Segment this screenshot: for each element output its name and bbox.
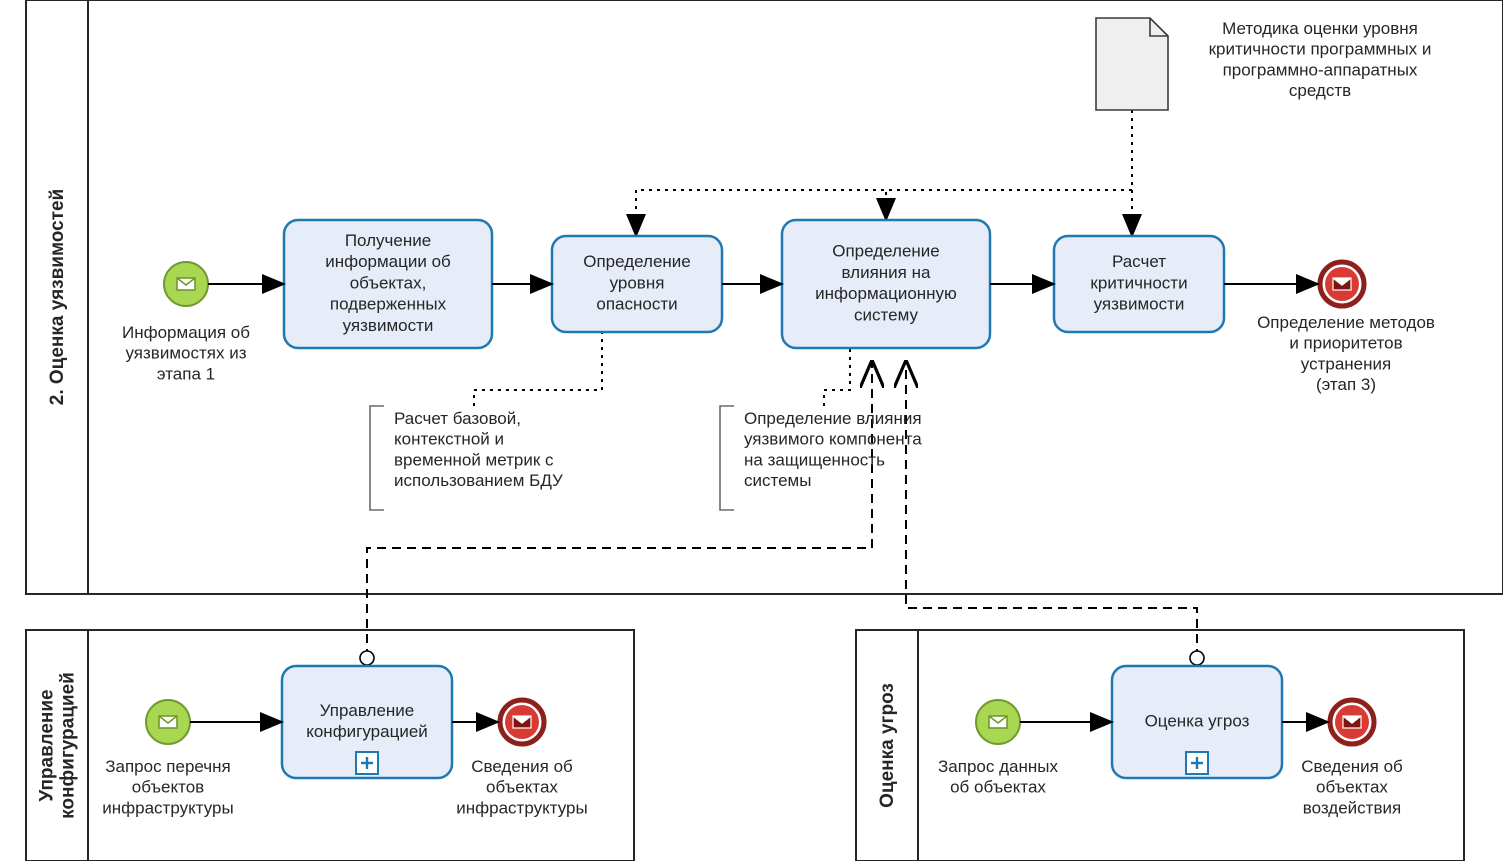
event-label: инфраструктуры [102,798,233,817]
bpmn-diagram: 2. Оценка уязвимостей Управление конфигура… [0,0,1503,861]
annotation-text: контекстной и [394,430,504,449]
task-label: Получение [345,231,431,250]
event-label: Запрос перечня [105,757,231,776]
task-t6: Оценка угроз [1112,666,1282,778]
task-label: объектах, [350,273,427,292]
annotation-text: уязвимого компонента [744,430,922,449]
task-t4: Расчет критичности уязвимости [1054,236,1224,332]
event-label: об объектах [950,778,1046,797]
event-label: устранения [1301,354,1391,373]
task-label: Управление [320,701,415,720]
event-label: Информация об [122,323,250,342]
task-label: уровня [610,273,665,292]
task-label: критичности [1090,273,1187,292]
annotation-text: временной метрик с [394,450,554,469]
task-label: опасности [596,295,677,314]
event-label: инфраструктуры [456,798,587,817]
annotation-text: Расчет базовой, [394,409,521,428]
event-label: этапа 1 [157,364,215,383]
lane-title: Управлениеконфигурацией [37,672,79,819]
task-t2: Определение уровня опасности [552,236,722,332]
task-label: Определение [583,252,691,271]
lane-title: 2. Оценка уязвимостей [47,189,68,405]
annotation-text: Определение влияния [744,409,922,428]
lane-title: Оценка угроз [877,683,898,808]
data-object-label: программно-аппаратных [1223,60,1418,79]
task-t1: Получение информации об объектах, подвержен… [284,220,492,348]
task-label: влияния на [842,263,931,282]
annotation-text: на защищенность [744,450,885,469]
task-t5: Управление конфигурацией [282,666,452,778]
task-label: Расчет [1112,252,1166,271]
task-t3: Определение влияния на информационную систе… [782,220,990,348]
task-label: Оценка угроз [1145,711,1250,730]
task-label: уязвимости [343,316,434,335]
task-label: информации об [325,252,451,271]
data-object-label: Методика оценки уровня [1222,19,1418,38]
event-label: Запрос данных [938,757,1058,776]
task-label: информационную [815,284,957,303]
annotation-text: системы [744,471,811,490]
task-label: систему [854,305,918,324]
event-label: воздействия [1303,798,1401,817]
task-label: конфигурацией [306,722,428,741]
event-label: объектах [1316,778,1388,797]
data-object-label: средств [1289,81,1351,100]
event-label: и приоритетов [1289,334,1402,353]
task-label: подверженных [330,295,447,314]
task-label: Определение [832,242,940,261]
event-label: (этап 3) [1316,375,1376,394]
event-label: объектах [486,778,558,797]
data-object-label: критичности программных и [1209,40,1432,59]
event-label: объектов [132,778,204,797]
event-label: Сведения об [1301,757,1403,776]
event-label: Сведения об [471,757,573,776]
event-label: уязвимостях из [126,344,247,363]
event-label: Определение методов [1257,313,1435,332]
annotation-text: использованием БДУ [394,471,563,490]
task-label: уязвимости [1094,295,1185,314]
